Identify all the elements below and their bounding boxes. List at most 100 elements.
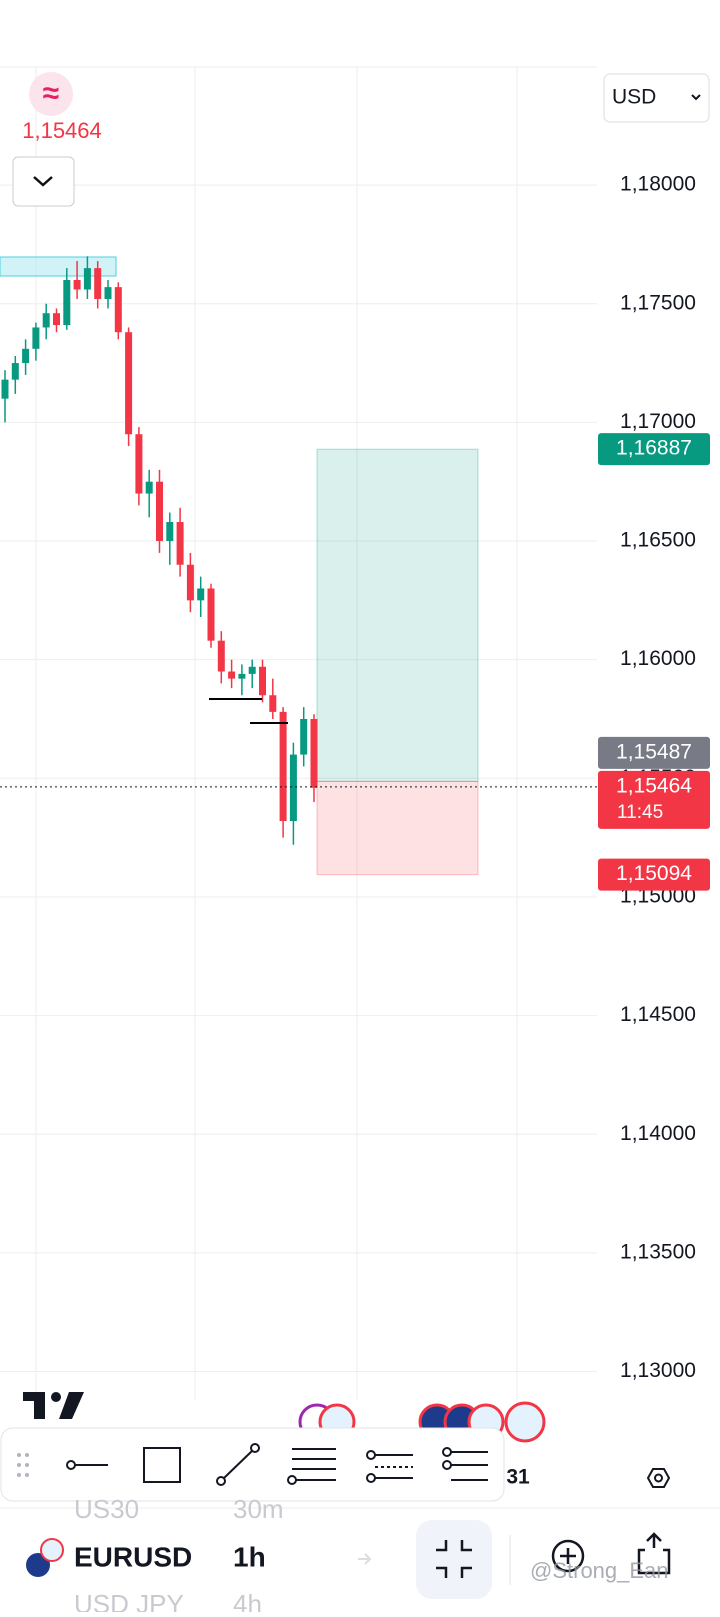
parallel-channel-tool[interactable] [287,1448,336,1485]
interval[interactable]: 1h [233,1541,266,1572]
candle-body [135,434,143,494]
y-tick-label: 1,16500 [620,529,696,552]
logo-part [59,1392,84,1419]
settings-button[interactable] [646,1468,671,1488]
candle-body [11,363,19,380]
price-label-box [598,433,710,466]
long-position-tool[interactable] [366,1450,413,1483]
chevron [33,176,53,187]
y-tick-label: 1,17500 [620,291,696,314]
candle-body [310,718,318,788]
candle-body [145,481,153,494]
candle-body [166,522,174,542]
candle-body [207,588,215,641]
candle-body [32,327,40,349]
candle-body [176,522,184,565]
candle-body [217,640,225,672]
y-tick-label: 1,13500 [620,1240,696,1263]
symbol-price: 1,15464 [22,118,102,143]
price-label: 1,16887 [616,437,692,460]
horizontal-line-tool[interactable] [66,1460,108,1470]
price-label-box [598,770,710,829]
y-tick-label: 1,14000 [620,1122,696,1145]
y-tick-label: 1,18000 [620,173,696,196]
collapse-icon [436,1540,472,1578]
candle-body [104,287,112,299]
price-label-box [598,736,710,769]
candle-body [1,379,9,399]
candle-body [156,481,163,542]
candle-body [279,711,287,822]
dot [25,1463,29,1467]
zoom-button[interactable] [551,1539,585,1573]
dot [17,1453,21,1457]
dot [25,1473,29,1477]
drag-handle[interactable] [17,1453,29,1477]
flag-eu [26,1553,50,1577]
candle-body [53,313,60,326]
short-position-tool[interactable] [442,1447,488,1481]
icon-part [223,1450,253,1479]
y-tick-label: 1,17000 [620,410,696,433]
y-tick-label: 1,16000 [620,647,696,670]
candle-body [238,673,246,679]
candle-body [289,754,297,822]
currency: USD [612,86,656,109]
symbol-name[interactable]: US30 [74,1494,139,1524]
price-label: 1,15464 [616,774,692,797]
symbol-name[interactable]: USD JPY [74,1589,184,1617]
countdown: 11:45 [617,802,663,823]
flag-us [40,1538,64,1562]
trend-line-tool[interactable] [216,1443,260,1486]
logo [23,1392,84,1419]
share-button[interactable] [637,1532,671,1575]
symbol-name[interactable]: EURUSD [74,1541,192,1572]
candle-body [300,718,308,755]
icon-part [287,1475,297,1485]
price-label: 1,15094 [616,862,692,885]
dot [17,1473,21,1477]
y-tick-label: 1,14500 [620,1003,696,1026]
profit-zone [316,448,479,782]
watermark: @Strong_Ean [530,1558,669,1583]
price-label: 1,15487 [616,740,692,763]
position [316,448,479,876]
interval[interactable]: 30m [233,1494,284,1524]
rectangle-tool[interactable] [143,1447,181,1483]
date-label: 31 [506,1466,530,1489]
symbol-icon-glyph: ≈ [43,77,59,110]
icon-part [250,1443,260,1453]
candle-body [94,268,102,299]
drawing-toolbar [0,1427,505,1502]
icon-part [216,1476,226,1486]
candle-body [63,280,71,326]
logo-part [51,1392,61,1402]
candle-body [22,348,30,364]
chevron [691,94,701,101]
arrow [358,1553,372,1565]
candle-body [269,695,277,712]
interval[interactable]: 4h [233,1589,262,1617]
candle-body [197,588,205,601]
candle-body [73,280,81,290]
fullscreen-button[interactable] [416,1520,492,1599]
candle-body [248,666,256,674]
candle-body [125,332,133,435]
candle-body [42,313,50,328]
zoom-plus [560,1548,576,1564]
currency-select[interactable] [603,73,710,123]
event-icon[interactable] [504,1401,546,1443]
icon-part [143,1447,181,1483]
settings-dot [654,1473,663,1483]
candle-body [114,287,122,333]
grid [0,66,597,1400]
loss-zone [316,780,479,876]
dot [25,1453,29,1457]
collapse-button[interactable] [12,156,75,207]
candle-body [83,268,91,290]
axis-background [597,0,720,1410]
y-tick-label: 1,13000 [620,1359,696,1382]
price-labels: 1,16887 1,15487 1,15464 11:45 1,15094 [598,433,710,891]
